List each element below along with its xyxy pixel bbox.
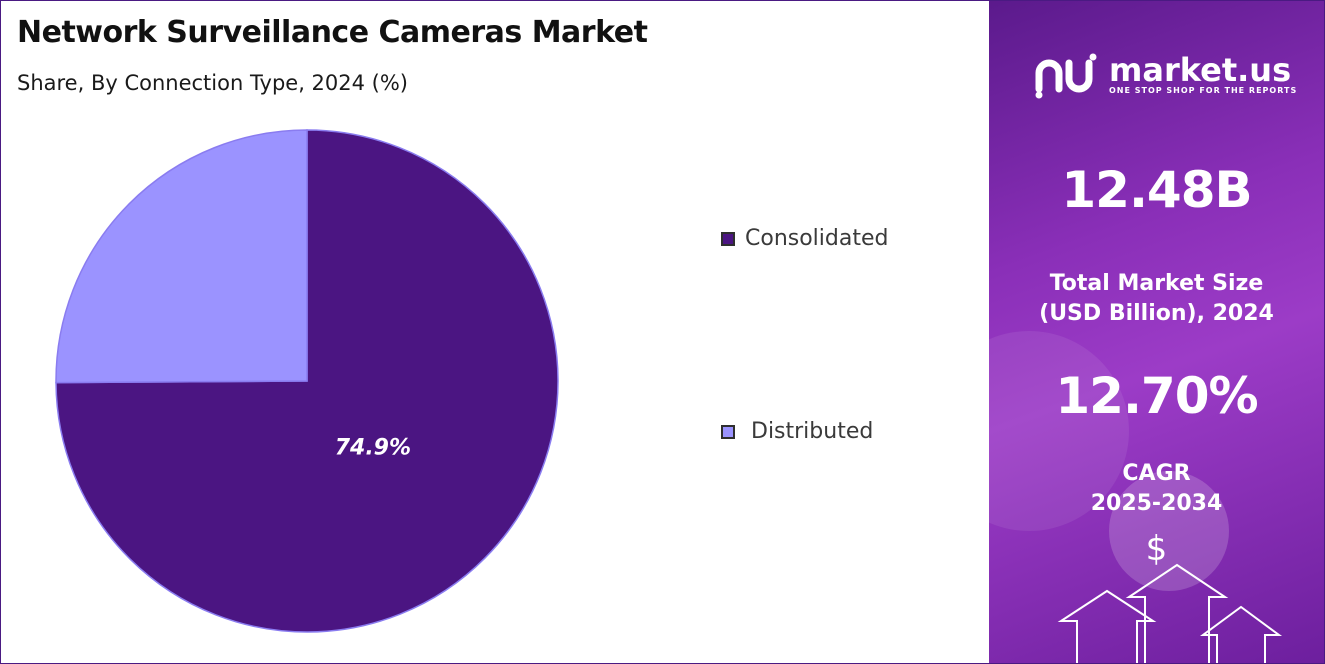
pie-chart: 74.9%: [55, 129, 559, 633]
legend-item-consolidated: Consolidated: [721, 226, 888, 251]
brand-tagline: ONE STOP SHOP FOR THE REPORTS: [1109, 85, 1298, 95]
pie-slice-distributed: [55, 129, 308, 384]
data-label-consolidated: 74.9%: [335, 435, 411, 460]
market-size-label-line1: Total Market Size: [1049, 271, 1264, 296]
legend-item-distributed: Distributed: [721, 419, 873, 444]
legend-swatch-consolidated: [721, 231, 735, 246]
dollar-icon: $: [1145, 529, 1168, 569]
market-size-label-line2: (USD Billion), 2024: [1039, 301, 1274, 326]
brand-name: market.us: [1109, 50, 1292, 89]
market-size-value: 12.48B: [1061, 161, 1252, 219]
cagr-label-line1: CAGR: [1122, 461, 1191, 486]
summary-panel: market.us ONE STOP SHOP FOR THE REPORTS …: [989, 1, 1324, 663]
legend-label-distributed: Distributed: [751, 419, 874, 444]
cagr-value: 12.70%: [1055, 367, 1258, 425]
legend-label-consolidated: Consolidated: [745, 226, 889, 251]
brand-logo: market.us ONE STOP SHOP FOR THE REPORTS: [1033, 49, 1297, 99]
chart-panel: Network Surveillance Cameras Market Shar…: [1, 1, 989, 663]
chart-title: Network Surveillance Cameras Market: [17, 15, 648, 50]
growth-arrows-icon: [1057, 563, 1283, 663]
chart-subtitle: Share, By Connection Type, 2024 (%): [17, 71, 409, 95]
cagr-label-line2: 2025-2034: [1090, 491, 1223, 516]
legend-swatch-distributed: [721, 424, 735, 439]
market-us-logo-icon: [1035, 53, 1097, 99]
